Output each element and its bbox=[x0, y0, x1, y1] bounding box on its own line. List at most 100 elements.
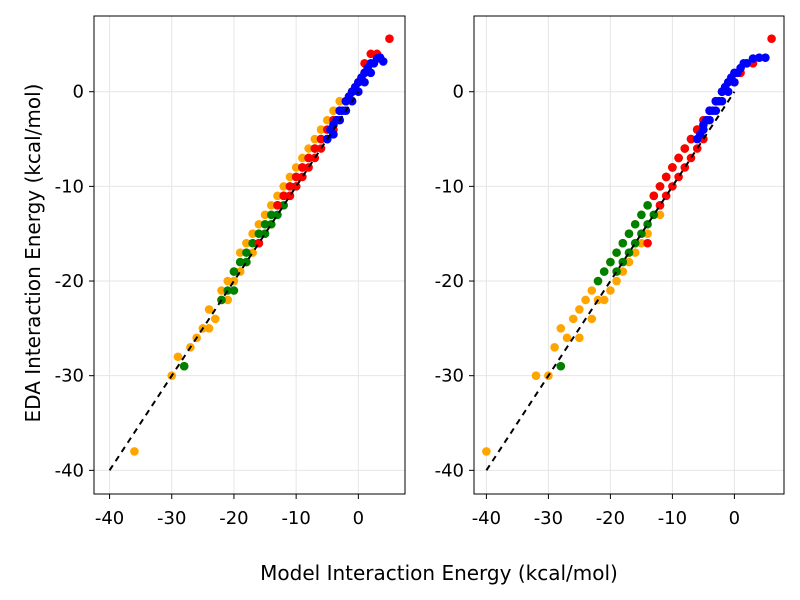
scatter-point bbox=[130, 447, 139, 456]
scatter-point bbox=[360, 77, 369, 87]
scatter-point bbox=[298, 163, 307, 172]
scatter-point bbox=[637, 210, 646, 220]
scatter-point bbox=[248, 238, 257, 248]
scatter-point bbox=[630, 219, 640, 229]
scatter-point bbox=[335, 96, 344, 106]
scatter-point bbox=[711, 106, 721, 115]
scatter-point bbox=[298, 153, 307, 163]
scatter-point bbox=[482, 447, 491, 456]
scatter-point bbox=[260, 219, 270, 229]
y-tick-label: -30 bbox=[435, 366, 464, 387]
scatter-point bbox=[378, 57, 388, 66]
scatter-point bbox=[266, 210, 276, 220]
plot-frame bbox=[473, 15, 785, 495]
x-tick-label: -40 bbox=[95, 508, 124, 529]
scatter-point bbox=[304, 144, 313, 153]
scatter-point bbox=[686, 134, 696, 144]
scatter-point bbox=[767, 34, 776, 44]
scatter-point bbox=[661, 172, 671, 182]
scatter-point bbox=[235, 257, 245, 267]
x-tick-label: 0 bbox=[353, 508, 364, 529]
scatter-point bbox=[229, 286, 239, 295]
scatter-point bbox=[612, 276, 621, 286]
scatter-point bbox=[310, 144, 320, 153]
scatter-point bbox=[575, 305, 584, 314]
scatter-point bbox=[229, 267, 239, 276]
x-tick-label: 0 bbox=[729, 508, 740, 529]
scatter-point bbox=[599, 295, 609, 305]
scatter-point bbox=[742, 59, 752, 68]
scatter-point bbox=[624, 257, 634, 267]
scatter-point bbox=[266, 201, 276, 210]
scatter-point bbox=[223, 276, 233, 286]
x-tick-label: -30 bbox=[157, 508, 186, 529]
scatter-point bbox=[179, 361, 189, 371]
scatter-point bbox=[587, 286, 597, 295]
scatter-point bbox=[316, 125, 326, 134]
scatter-point bbox=[730, 77, 739, 87]
scatter-point bbox=[322, 115, 332, 125]
scatter-point bbox=[291, 163, 301, 172]
scatter-point bbox=[254, 229, 264, 239]
y-tick-label: 0 bbox=[453, 82, 464, 103]
scatter-point bbox=[630, 248, 640, 257]
scatter-point bbox=[754, 53, 764, 62]
scatter-point bbox=[329, 106, 338, 115]
plot-frame bbox=[93, 15, 406, 495]
scatter-point bbox=[273, 201, 282, 210]
scatter-point bbox=[599, 267, 609, 276]
data-points bbox=[482, 34, 776, 456]
scatter-point bbox=[674, 153, 683, 163]
data-points bbox=[130, 34, 394, 456]
scatter-point bbox=[723, 87, 733, 97]
identity-reference-line bbox=[485, 91, 736, 471]
scatter-point bbox=[254, 219, 264, 229]
x-tick-label: -20 bbox=[219, 508, 248, 529]
right-scatter-panel: -40 -30 -20 -10 0 -40 -30 -20 -10 0 bbox=[435, 15, 785, 529]
scatter-point bbox=[204, 324, 214, 333]
scatter-point bbox=[242, 238, 251, 248]
scatter-point bbox=[329, 130, 338, 139]
y-tick-label: -40 bbox=[55, 460, 84, 481]
scatter-point bbox=[366, 49, 376, 59]
y-tick-label: -20 bbox=[55, 271, 84, 292]
x-tick-label: -40 bbox=[472, 508, 501, 529]
y-tick-label: -10 bbox=[435, 176, 464, 197]
scatter-point bbox=[204, 305, 214, 314]
scatter-point bbox=[618, 238, 628, 248]
scatter-point bbox=[655, 182, 665, 191]
scatter-point bbox=[587, 314, 597, 324]
x-tick-label: -10 bbox=[658, 508, 687, 529]
y-tick-label: 0 bbox=[73, 82, 84, 103]
scatter-point bbox=[618, 267, 628, 276]
scatter-point bbox=[210, 314, 220, 324]
scatter-point bbox=[291, 172, 301, 182]
scatter-point bbox=[223, 295, 233, 305]
orange-series bbox=[482, 144, 690, 456]
scatter-point bbox=[717, 96, 727, 106]
scatter-point bbox=[655, 210, 665, 220]
scatter-point bbox=[285, 172, 295, 182]
left-scatter-panel: -40 -30 -20 -10 0 -40 -30 -20 -10 0 bbox=[55, 15, 406, 529]
scatter-point bbox=[643, 238, 652, 248]
scatter-point bbox=[581, 295, 590, 305]
scatter-point bbox=[643, 229, 652, 239]
scatter-point bbox=[550, 342, 559, 352]
scatter-point bbox=[235, 248, 245, 257]
y-tick-label: -40 bbox=[435, 460, 464, 481]
scatter-point bbox=[562, 333, 572, 343]
scatter-point bbox=[606, 286, 615, 295]
grid-lines bbox=[474, 16, 784, 494]
scatter-point bbox=[680, 144, 690, 153]
y-axis-title: EDA Interaction Energy (kcal/mol) bbox=[21, 84, 45, 423]
scatter-point bbox=[366, 68, 376, 78]
scatter-point bbox=[568, 314, 578, 324]
scatter-point bbox=[279, 191, 289, 201]
scatter-point bbox=[637, 238, 646, 248]
scatter-point bbox=[310, 134, 320, 144]
scatter-point bbox=[248, 229, 257, 239]
x-tick-label: -30 bbox=[534, 508, 563, 529]
scatter-point bbox=[316, 134, 326, 144]
x-axis-title: Model Interaction Energy (kcal/mol) bbox=[260, 561, 618, 585]
